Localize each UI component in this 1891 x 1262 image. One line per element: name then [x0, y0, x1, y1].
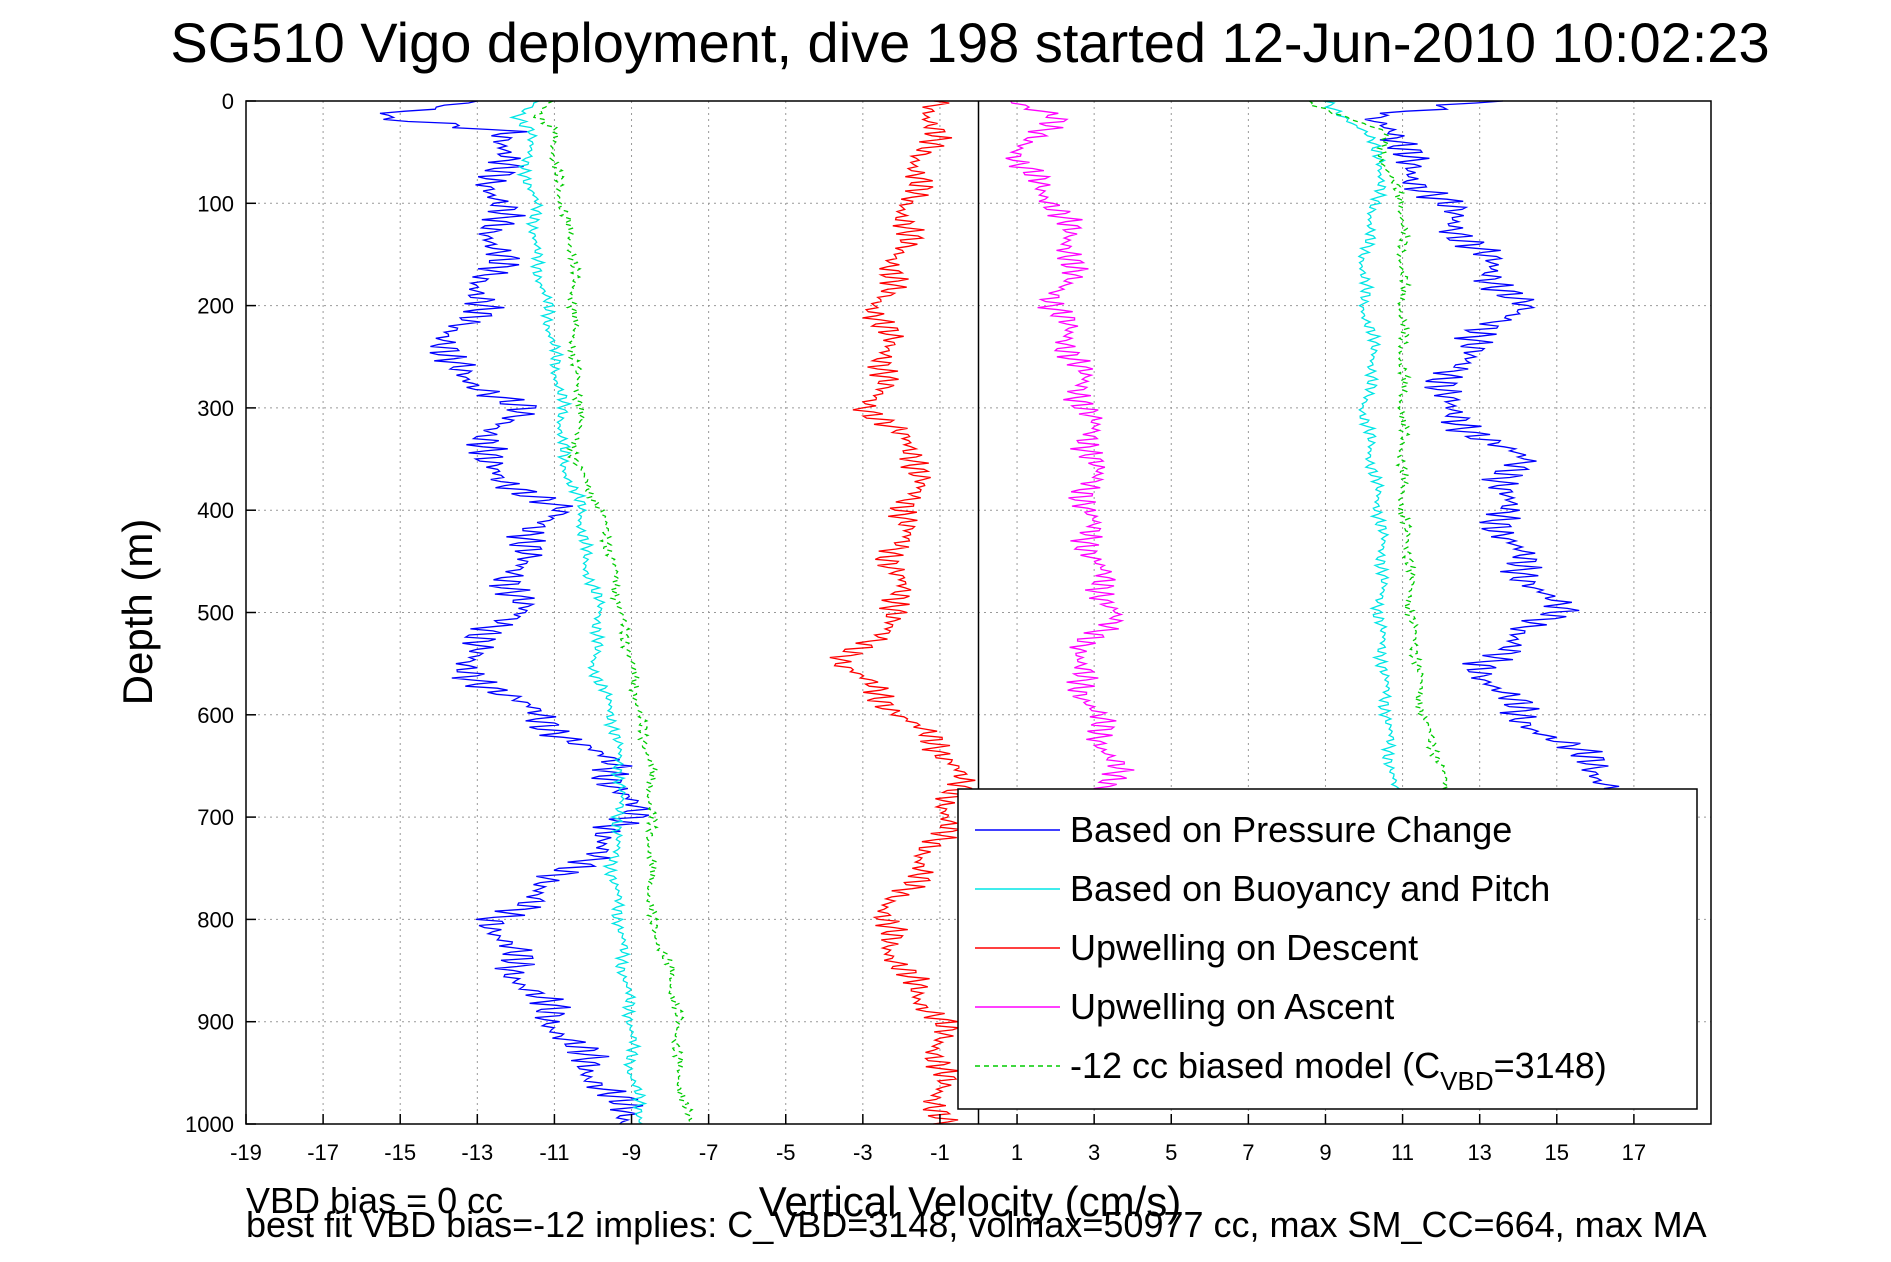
12-cc-biased-model-c-vbd-3148-ascent-line	[1308, 100, 1452, 818]
chart-title: SG510 Vigo deployment, dive 198 started …	[170, 11, 1769, 74]
upwelling-on-descent-line	[829, 100, 976, 1125]
legend-box	[957, 788, 1698, 1110]
x-tick-label: 3	[1088, 1140, 1100, 1165]
x-axis-ticks: -19 -17 -15 -13 -11 -9 -7 -5 -3 -1 1 3 5 7 9 11 13 15 17	[230, 1114, 1646, 1165]
x-tick-label: 5	[1165, 1140, 1177, 1165]
upwelling-on-ascent-line	[1005, 100, 1135, 818]
x-tick-label: 17	[1622, 1140, 1646, 1165]
best-fit-note: best fit VBD bias=-12 implies: C_VBD=314…	[246, 1204, 1707, 1245]
based-on-buoyancy-and-pitch-ascent-line	[1323, 100, 1401, 818]
legend-label: Based on Buoyancy and Pitch	[1070, 868, 1550, 909]
legend-label: Based on Pressure Change	[1070, 809, 1512, 850]
y-axis-ticks: 0 100 200 300 400 500 600 700 800 900 1000	[185, 89, 256, 1137]
y-tick-label: 100	[197, 191, 234, 216]
x-tick-label: -19	[230, 1140, 262, 1165]
series-layer	[379, 100, 1652, 1125]
x-tick-label: 9	[1319, 1140, 1331, 1165]
y-tick-label: 900	[197, 1010, 234, 1035]
y-tick-label: 1000	[185, 1112, 234, 1137]
x-tick-label: 7	[1242, 1140, 1254, 1165]
based-on-pressure-change-ascent-line	[1364, 100, 1652, 818]
x-axis-label: Vertical Velocity (cm/s)	[759, 1178, 1181, 1225]
y-tick-label: 400	[197, 498, 234, 523]
x-tick-label: 13	[1467, 1140, 1491, 1165]
x-tick-label: 1	[1011, 1140, 1023, 1165]
based-on-buoyancy-and-pitch-descent-line	[508, 100, 648, 1125]
x-tick-label: -3	[853, 1140, 873, 1165]
y-tick-label: 300	[197, 396, 234, 421]
x-tick-label: -9	[622, 1140, 642, 1165]
y-tick-label: 500	[197, 601, 234, 626]
legend: Based on Pressure Change Based on Buoyanc…	[957, 788, 1698, 1110]
x-tick-label: -15	[384, 1140, 416, 1165]
y-tick-label: 700	[197, 805, 234, 830]
x-tick-label: 15	[1545, 1140, 1569, 1165]
based-on-pressure-change-descent-line	[379, 100, 651, 1125]
x-tick-label: -5	[776, 1140, 796, 1165]
legend-label: Upwelling on Ascent	[1070, 986, 1394, 1027]
vbd-bias-note: VBD bias = 0 cc	[246, 1180, 504, 1221]
x-tick-label: -17	[307, 1140, 339, 1165]
y-axis-label: Depth (m)	[114, 519, 161, 706]
x-tick-label: -11	[539, 1140, 569, 1165]
x-tick-label: -7	[699, 1140, 719, 1165]
y-tick-label: 200	[197, 294, 234, 319]
y-tick-label: 600	[197, 703, 234, 728]
y-tick-label: 0	[222, 89, 234, 114]
12-cc-biased-model-c-vbd-3148-descent-line	[532, 100, 694, 1125]
x-tick-label: -1	[930, 1140, 950, 1165]
x-tick-label: 11	[1391, 1140, 1414, 1165]
legend-label: Upwelling on Descent	[1070, 927, 1418, 968]
x-tick-label: -13	[461, 1140, 493, 1165]
y-tick-label: 800	[197, 907, 234, 932]
